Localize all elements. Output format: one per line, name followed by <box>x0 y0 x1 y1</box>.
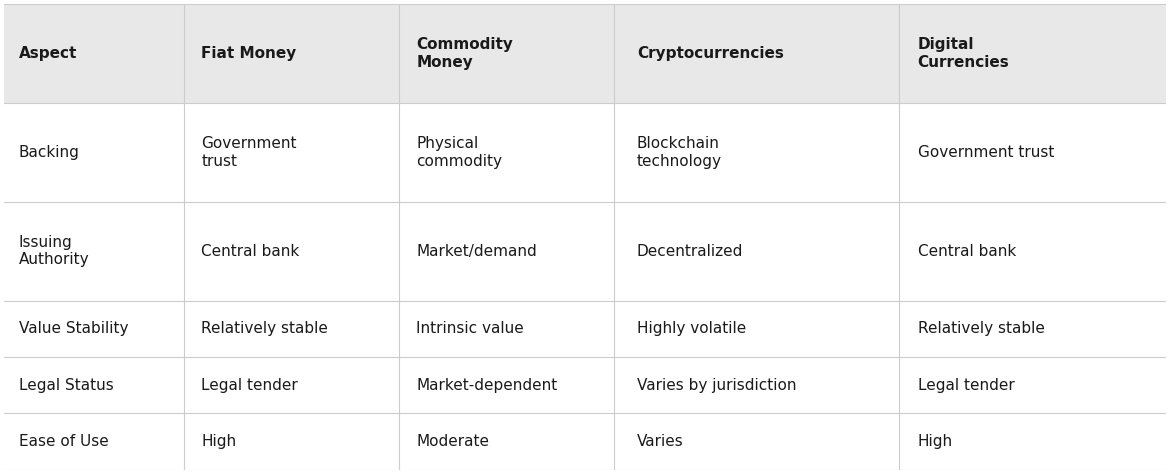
Text: Highly volatile: Highly volatile <box>636 321 746 336</box>
Text: Relatively stable: Relatively stable <box>917 321 1045 336</box>
Text: Commodity
Money: Commodity Money <box>417 37 514 70</box>
Text: Varies: Varies <box>636 434 683 449</box>
Text: Backing: Backing <box>19 145 80 160</box>
Text: Relatively stable: Relatively stable <box>201 321 329 336</box>
Text: High: High <box>917 434 952 449</box>
Text: Decentralized: Decentralized <box>636 244 743 259</box>
Text: Government trust: Government trust <box>917 145 1054 160</box>
Text: Value Stability: Value Stability <box>19 321 128 336</box>
Text: Central bank: Central bank <box>917 244 1016 259</box>
Text: Legal Status: Legal Status <box>19 378 113 392</box>
Text: Market-dependent: Market-dependent <box>417 378 558 392</box>
Text: High: High <box>201 434 236 449</box>
Text: Varies by jurisdiction: Varies by jurisdiction <box>636 378 797 392</box>
Text: Issuing
Authority: Issuing Authority <box>19 235 89 267</box>
Text: Digital
Currencies: Digital Currencies <box>917 37 1010 70</box>
Text: Central bank: Central bank <box>201 244 300 259</box>
Text: Fiat Money: Fiat Money <box>201 46 297 61</box>
Text: Physical
commodity: Physical commodity <box>417 136 502 169</box>
Text: Legal tender: Legal tender <box>917 378 1014 392</box>
Text: Moderate: Moderate <box>417 434 489 449</box>
Text: Legal tender: Legal tender <box>201 378 298 392</box>
Text: Intrinsic value: Intrinsic value <box>417 321 524 336</box>
Bar <box>5 4 1165 103</box>
Text: Ease of Use: Ease of Use <box>19 434 109 449</box>
Text: Aspect: Aspect <box>19 46 77 61</box>
Text: Government
trust: Government trust <box>201 136 297 169</box>
Bar <box>5 103 1165 470</box>
Text: Market/demand: Market/demand <box>417 244 537 259</box>
Text: Blockchain
technology: Blockchain technology <box>636 136 722 169</box>
Text: Cryptocurrencies: Cryptocurrencies <box>636 46 784 61</box>
